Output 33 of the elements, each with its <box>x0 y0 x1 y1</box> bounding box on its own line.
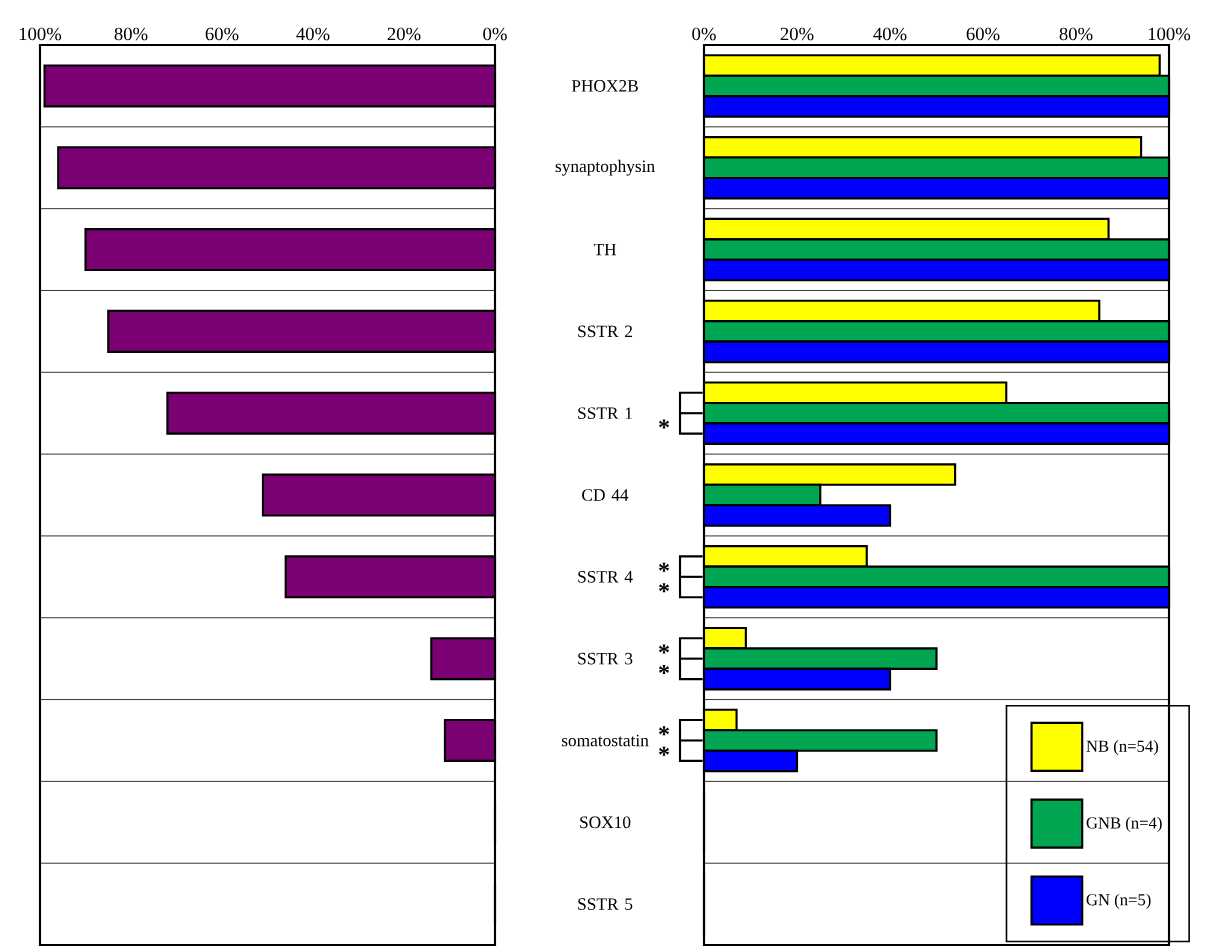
text: NB (n=54) <box>1086 740 1158 756</box>
y-tick-label: synaptophysin <box>555 159 655 176</box>
x-tick-label: 60% <box>205 27 239 41</box>
x-tick-label: 0% <box>692 27 716 41</box>
y-tick-label: SSTR 3 <box>578 652 633 665</box>
y-tick-label: SSTR 1 <box>578 407 632 420</box>
x-tick-label: 80% <box>114 27 148 41</box>
y-tick-label: PHOX2B <box>571 80 638 92</box>
text: * <box>659 419 670 429</box>
text: * <box>659 664 670 675</box>
x-tick-label: 100% <box>1148 27 1191 41</box>
y-tick-label: SSTR 2 <box>578 325 633 338</box>
text: GN (n=5) <box>1086 893 1151 909</box>
text: * <box>659 644 670 654</box>
x-tick-label: 0% <box>483 27 507 41</box>
y-tick-label: SSTR 4 <box>578 571 633 583</box>
x-tick-label: 100% <box>19 27 62 41</box>
text: * <box>659 583 670 593</box>
text: GNB (n=4) <box>1086 816 1162 832</box>
text: * <box>659 746 670 756</box>
x-tick-label: 40% <box>296 27 330 41</box>
x-tick-label: 20% <box>387 27 421 41</box>
x-tick-label: 40% <box>873 27 907 41</box>
y-tick-label: somatostatin <box>561 734 649 747</box>
y-tick-label: SOX10 <box>580 816 631 829</box>
x-tick-label: 20% <box>780 27 814 41</box>
y-tick-label: CD 44 <box>582 489 629 501</box>
text: * <box>659 562 670 572</box>
y-tick-label: SSTR 5 <box>578 898 633 910</box>
x-tick-label: 80% <box>1059 27 1093 41</box>
x-tick-label: 60% <box>966 27 1000 41</box>
text: * <box>659 726 670 736</box>
y-tick-label: TH <box>593 243 617 256</box>
